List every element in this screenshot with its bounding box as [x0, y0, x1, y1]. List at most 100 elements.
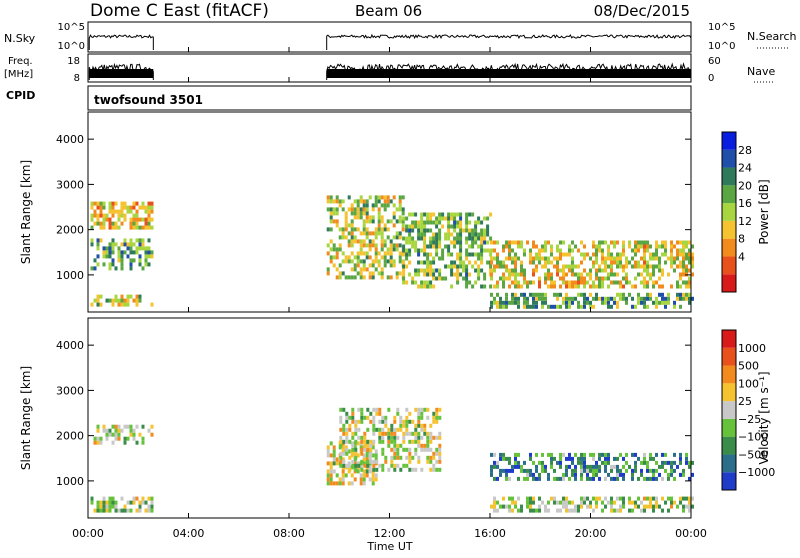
- heatmap-cell: [517, 280, 520, 285]
- heatmap-cell: [514, 500, 517, 505]
- heatmap-cell: [426, 439, 430, 444]
- heatmap-cell: [360, 435, 364, 440]
- heatmap-cell: [417, 232, 421, 237]
- heatmap-cell: [405, 415, 409, 420]
- heatmap-cell: [432, 455, 436, 460]
- heatmap-cell: [456, 268, 460, 273]
- heatmap-cell: [374, 477, 378, 482]
- heatmap-cell: [108, 496, 112, 501]
- heatmap-cell: [634, 460, 637, 465]
- heatmap-cell: [568, 296, 571, 301]
- heatmap-cell: [526, 468, 529, 473]
- heatmap-cell: [471, 236, 475, 241]
- heatmap-cell: [374, 227, 378, 232]
- heatmap-cell: [483, 276, 487, 281]
- heatmap-cell: [408, 260, 412, 265]
- heatmap-cell: [610, 476, 613, 481]
- heatmap-cell: [350, 207, 354, 212]
- heatmap-cell: [147, 217, 151, 222]
- heatmap-cell: [399, 427, 403, 432]
- heatmap-cell: [371, 259, 375, 264]
- heatmap-cell: [380, 203, 384, 208]
- heatmap-cell: [423, 268, 427, 273]
- heatmap-cell: [462, 228, 466, 233]
- heatmap-cell: [598, 276, 601, 281]
- heatmap-cell: [571, 296, 574, 301]
- heatmap-cell: [396, 443, 400, 448]
- heatmap-cell: [661, 460, 664, 465]
- heatmap-cell: [565, 252, 568, 257]
- heatmap-cell: [374, 251, 378, 256]
- heatmap-cell: [380, 243, 384, 248]
- heatmap-cell: [423, 240, 427, 245]
- heatmap-cell: [511, 300, 514, 305]
- heatmap-cell: [362, 243, 366, 248]
- heatmap-cell: [347, 243, 351, 248]
- heatmap-cell: [365, 251, 369, 256]
- heatmap-cell: [601, 500, 604, 505]
- heatmap-cell: [356, 453, 360, 458]
- heatmap-cell: [329, 477, 333, 482]
- heatmap-cell: [150, 225, 154, 230]
- heatmap-cell: [405, 407, 409, 412]
- heatmap-cell: [368, 469, 372, 474]
- heatmap-cell: [532, 472, 535, 477]
- heatmap-cell: [556, 476, 559, 481]
- heatmap-cell: [371, 219, 375, 224]
- heatmap-cell: [135, 496, 139, 501]
- heatmap-cell: [547, 268, 550, 273]
- heatmap-cell: [387, 427, 391, 432]
- heatmap-cell: [556, 268, 559, 273]
- heatmap-cell: [405, 419, 409, 424]
- heatmap-cell: [362, 457, 366, 462]
- heatmap-cell: [625, 272, 628, 277]
- heatmap-cell: [520, 508, 523, 513]
- heatmap-cell: [499, 456, 502, 461]
- heatmap-cell: [108, 246, 112, 251]
- heatmap-cell: [144, 225, 148, 230]
- heatmap-cell: [393, 427, 397, 432]
- heatmap-cell: [550, 272, 553, 277]
- heatmap-cell: [553, 304, 556, 309]
- heatmap-cell: [471, 244, 475, 249]
- heatmap-cell: [574, 468, 577, 473]
- heatmap-cell: [688, 248, 691, 253]
- x-tick-label: 12:00: [374, 527, 406, 540]
- heatmap-cell: [339, 443, 343, 448]
- heatmap-cell: [655, 252, 658, 257]
- heatmap-cell: [541, 464, 544, 469]
- heatmap-cell: [529, 472, 532, 477]
- heatmap-cell: [453, 272, 457, 277]
- heatmap-cell: [477, 216, 481, 221]
- heatmap-cell: [372, 419, 376, 424]
- heatmap-cell: [556, 508, 559, 513]
- heatmap-cell: [390, 455, 394, 460]
- heatmap-cell: [634, 468, 637, 473]
- heatmap-cell: [450, 224, 454, 229]
- heatmap-cell: [637, 504, 640, 509]
- heatmap-cell: [326, 195, 330, 200]
- heatmap-cell: [562, 272, 565, 277]
- heatmap-cell: [429, 252, 433, 257]
- heatmap-cell: [356, 255, 360, 260]
- heatmap-cell: [332, 207, 336, 212]
- heatmap-cell: [350, 231, 354, 236]
- heatmap-cell: [150, 217, 154, 222]
- heatmap-cell: [114, 298, 118, 303]
- heatmap-cell: [120, 213, 124, 218]
- heatmap-cell: [520, 468, 523, 473]
- heatmap-cell: [117, 424, 121, 429]
- heatmap-cell: [670, 264, 673, 269]
- heatmap-cell: [111, 504, 115, 509]
- heatmap-cell: [329, 469, 333, 474]
- heatmap-cell: [350, 239, 354, 244]
- heatmap-cell: [616, 464, 619, 469]
- heatmap-cell: [685, 456, 688, 461]
- heatmap-cell: [426, 228, 430, 233]
- heatmap-cell: [417, 419, 421, 424]
- heatmap-cell: [474, 280, 478, 285]
- heatmap-cell: [553, 496, 556, 501]
- heatmap-cell: [580, 280, 583, 285]
- heatmap-cell: [643, 276, 646, 281]
